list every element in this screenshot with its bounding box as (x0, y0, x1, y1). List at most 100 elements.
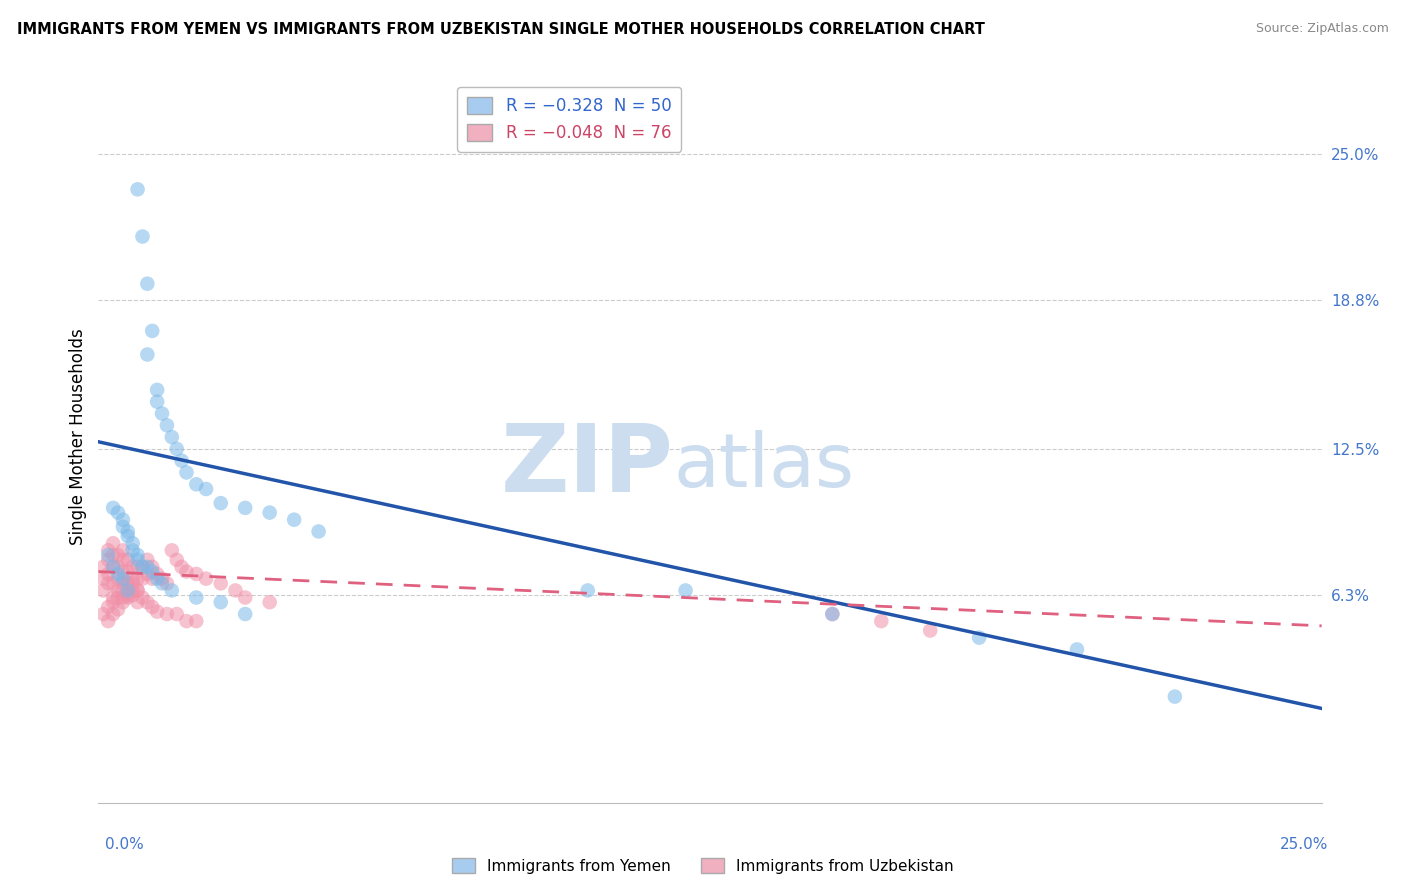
Point (111, 576, 134, 591)
Point (141, 559, 163, 574)
Point (176, 565, 198, 579)
Point (107, 506, 129, 520)
Point (97, 548, 120, 562)
Point (136, 553, 159, 567)
Point (101, 536, 124, 550)
Point (259, 506, 281, 520)
Point (101, 548, 124, 562)
Point (233, 500, 256, 515)
Point (967, 631, 990, 645)
Point (141, 324, 163, 338)
Point (156, 607, 179, 621)
Point (97, 576, 120, 591)
Point (111, 591, 134, 605)
Point (121, 543, 143, 558)
Point (141, 599, 163, 614)
Point (166, 442, 188, 456)
Point (131, 559, 153, 574)
Point (101, 559, 124, 574)
Point (127, 583, 149, 598)
Point (821, 607, 844, 621)
Point (121, 576, 143, 591)
Point (136, 559, 159, 574)
Point (195, 572, 218, 586)
Point (186, 591, 208, 605)
Point (160, 543, 183, 558)
Point (97, 553, 120, 567)
Point (121, 588, 143, 602)
Point (101, 500, 124, 515)
Point (111, 543, 134, 558)
Point (141, 572, 163, 586)
Point (121, 536, 143, 550)
Point (166, 607, 188, 621)
Point (209, 595, 232, 609)
Point (107, 583, 129, 598)
Point (131, 229, 153, 244)
Point (107, 566, 129, 581)
Point (131, 572, 153, 586)
Point (111, 520, 134, 534)
Point (111, 553, 134, 567)
Point (131, 559, 153, 574)
Text: 25.0%: 25.0% (1281, 837, 1329, 852)
Point (150, 407, 173, 421)
Point (117, 524, 139, 539)
Point (117, 591, 139, 605)
Point (259, 595, 281, 609)
Point (195, 482, 218, 496)
Point (127, 583, 149, 598)
Point (224, 583, 246, 598)
Point (91, 559, 114, 574)
Point (283, 513, 305, 527)
Point (127, 548, 149, 562)
Point (233, 607, 256, 621)
Point (101, 595, 124, 609)
Point (870, 614, 893, 628)
Point (209, 496, 232, 510)
Point (176, 614, 198, 628)
Point (209, 576, 232, 591)
Point (107, 602, 129, 616)
Point (170, 453, 193, 467)
Point (107, 591, 129, 605)
Text: ZIP: ZIP (501, 420, 673, 512)
Point (101, 576, 124, 591)
Point (117, 529, 139, 543)
Point (308, 524, 330, 539)
Point (156, 576, 179, 591)
Point (1066, 642, 1088, 657)
Point (156, 418, 179, 433)
Text: atlas: atlas (673, 430, 855, 503)
Text: Source: ZipAtlas.com: Source: ZipAtlas.com (1256, 22, 1389, 36)
Point (233, 591, 256, 605)
Point (97, 543, 120, 558)
Point (101, 607, 124, 621)
Point (97, 614, 120, 628)
Point (97, 566, 120, 581)
Point (166, 553, 188, 567)
Point (127, 595, 149, 609)
Point (111, 583, 134, 598)
Point (107, 572, 129, 586)
Point (111, 565, 134, 579)
Point (111, 513, 134, 527)
Point (107, 548, 129, 562)
Point (97, 599, 120, 614)
Point (136, 277, 159, 291)
Point (117, 553, 139, 567)
Point (131, 591, 153, 605)
Legend: Immigrants from Yemen, Immigrants from Uzbekistan: Immigrants from Yemen, Immigrants from U… (446, 852, 960, 880)
Point (675, 583, 697, 598)
Point (117, 576, 139, 591)
Point (1164, 690, 1187, 704)
Text: IMMIGRANTS FROM YEMEN VS IMMIGRANTS FROM UZBEKISTAN SINGLE MOTHER HOUSEHOLDS COR: IMMIGRANTS FROM YEMEN VS IMMIGRANTS FROM… (17, 22, 984, 37)
Point (146, 394, 169, 409)
Point (136, 347, 159, 361)
Point (91, 583, 114, 598)
Point (101, 591, 124, 605)
Point (146, 566, 169, 581)
Point (117, 588, 139, 602)
Point (121, 559, 143, 574)
Point (117, 565, 139, 579)
